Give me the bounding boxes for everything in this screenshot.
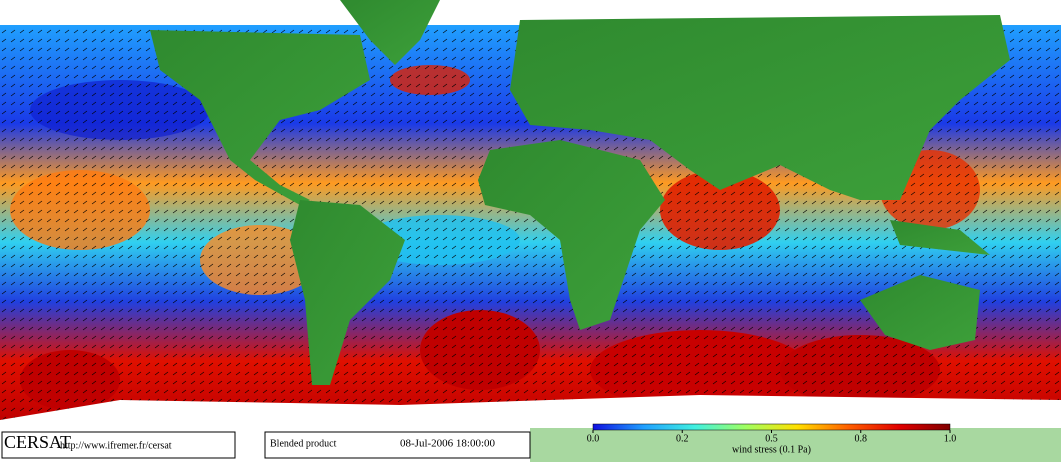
logo-box	[1, 431, 236, 459]
colorbar-tick-label: 0.2	[676, 433, 689, 444]
colorbar-tick-label: 0.8	[855, 433, 868, 444]
product-box	[264, 431, 531, 459]
colorbar-tick-label: 0.0	[587, 433, 600, 444]
colorbar-tick-label: 0.5	[765, 433, 778, 444]
logo: CERSAT	[4, 432, 71, 452]
date: 08-Jul-2006 18:00:00	[400, 438, 496, 450]
url: http://www.ifremer.fr/cersat	[60, 440, 172, 451]
colorbar-label: wind stress (0.1 Pa)	[732, 444, 811, 455]
colorbar-bar	[592, 423, 951, 431]
colorbar: 0.0 0.2 0.5 0.8 1.0 wind stress (0.1 Pa)	[587, 423, 957, 455]
colorbar-tick-label: 1.0	[944, 433, 957, 444]
product: Blended product	[270, 438, 337, 449]
land	[150, 0, 1010, 385]
antarctica-terrain	[530, 428, 1061, 462]
antarctica	[0, 395, 1061, 430]
